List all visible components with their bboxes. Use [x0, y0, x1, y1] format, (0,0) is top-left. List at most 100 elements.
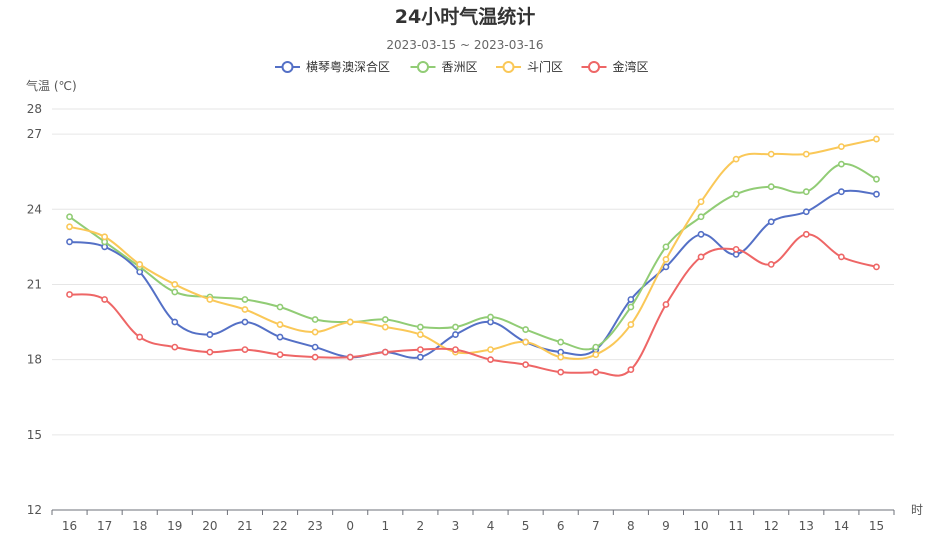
data-point[interactable]: [592, 343, 600, 351]
legend-label: 香洲区: [442, 60, 478, 74]
data-point[interactable]: [767, 260, 775, 268]
data-point[interactable]: [101, 233, 109, 241]
data-point[interactable]: [416, 323, 424, 331]
legend-item[interactable]: 金湾区: [581, 59, 649, 74]
data-point[interactable]: [206, 296, 214, 303]
data-point[interactable]: [522, 361, 530, 369]
data-point[interactable]: [171, 343, 179, 351]
data-point[interactable]: [171, 318, 179, 326]
data-point[interactable]: [206, 331, 214, 338]
data-point[interactable]: [276, 333, 284, 341]
y-tick-label: 12: [27, 503, 42, 517]
data-point[interactable]: [452, 323, 459, 331]
legend-item[interactable]: 横琴粤澳深合区: [275, 59, 390, 74]
data-point[interactable]: [837, 160, 845, 168]
data-point[interactable]: [802, 150, 810, 158]
data-point[interactable]: [767, 150, 775, 158]
data-point[interactable]: [101, 296, 109, 303]
data-point[interactable]: [802, 188, 810, 196]
data-point[interactable]: [627, 366, 635, 374]
data-point[interactable]: [381, 323, 389, 331]
series-2: [66, 160, 880, 351]
data-point[interactable]: [311, 353, 319, 361]
data-point[interactable]: [873, 263, 880, 271]
data-point[interactable]: [66, 291, 73, 298]
series-lines: [66, 135, 880, 377]
data-point[interactable]: [276, 351, 284, 359]
data-point[interactable]: [346, 353, 354, 361]
data-point[interactable]: [206, 348, 214, 356]
data-point[interactable]: [627, 321, 635, 328]
data-point[interactable]: [662, 263, 670, 271]
legend-item[interactable]: 香洲区: [410, 60, 478, 74]
data-point[interactable]: [732, 245, 740, 253]
data-point[interactable]: [697, 198, 705, 206]
data-point[interactable]: [697, 230, 705, 238]
data-point[interactable]: [276, 321, 284, 328]
data-point[interactable]: [416, 346, 424, 353]
data-point[interactable]: [452, 346, 459, 353]
data-point[interactable]: [732, 155, 740, 163]
data-point[interactable]: [627, 296, 635, 303]
data-point[interactable]: [416, 331, 424, 338]
data-point[interactable]: [592, 351, 600, 359]
data-point[interactable]: [557, 353, 565, 361]
data-point[interactable]: [452, 331, 459, 338]
data-point[interactable]: [416, 353, 424, 361]
data-point[interactable]: [767, 183, 775, 191]
data-point[interactable]: [522, 326, 530, 333]
data-point[interactable]: [592, 368, 600, 376]
data-point[interactable]: [241, 318, 249, 326]
data-point[interactable]: [171, 288, 179, 296]
data-point[interactable]: [311, 328, 319, 336]
data-point[interactable]: [66, 238, 73, 246]
data-point[interactable]: [662, 255, 670, 263]
x-tick-label: 2: [417, 519, 425, 533]
data-point[interactable]: [697, 253, 705, 261]
data-point[interactable]: [66, 213, 73, 221]
data-point[interactable]: [873, 135, 880, 143]
series-3: [66, 135, 880, 361]
data-point[interactable]: [522, 338, 530, 346]
data-point[interactable]: [66, 223, 73, 231]
data-point[interactable]: [276, 303, 284, 311]
data-point[interactable]: [487, 346, 494, 353]
data-point[interactable]: [767, 218, 775, 226]
data-point[interactable]: [487, 356, 494, 364]
data-point[interactable]: [837, 253, 845, 261]
data-point[interactable]: [136, 333, 144, 341]
data-point[interactable]: [381, 316, 389, 323]
x-tick-label: 0: [346, 519, 354, 533]
legend-item[interactable]: 斗门区: [496, 59, 563, 74]
x-tick-label: 7: [592, 519, 600, 533]
data-point[interactable]: [873, 190, 880, 198]
data-point[interactable]: [802, 208, 810, 216]
data-point[interactable]: [557, 368, 565, 376]
data-point[interactable]: [487, 313, 494, 321]
data-point[interactable]: [136, 260, 144, 268]
data-point[interactable]: [241, 296, 249, 303]
data-point[interactable]: [662, 243, 670, 251]
data-point[interactable]: [837, 188, 845, 196]
data-point[interactable]: [837, 143, 845, 150]
data-point[interactable]: [802, 230, 810, 238]
data-point[interactable]: [171, 281, 179, 288]
x-tick-label: 1: [381, 519, 389, 533]
data-point[interactable]: [381, 348, 389, 356]
x-tick-label: 9: [662, 519, 670, 533]
y-axis-label: 气温 (℃): [26, 78, 77, 93]
data-point[interactable]: [627, 303, 635, 311]
data-point[interactable]: [732, 190, 740, 198]
x-tick-label: 23: [307, 519, 322, 533]
data-point[interactable]: [873, 175, 880, 183]
data-point[interactable]: [241, 306, 249, 313]
data-point[interactable]: [557, 338, 565, 346]
data-point[interactable]: [311, 343, 319, 351]
x-tick-label: 19: [167, 519, 182, 533]
data-point[interactable]: [662, 301, 670, 308]
data-point[interactable]: [241, 346, 249, 353]
data-point[interactable]: [346, 318, 354, 326]
data-point[interactable]: [311, 316, 319, 323]
data-point[interactable]: [697, 213, 705, 221]
